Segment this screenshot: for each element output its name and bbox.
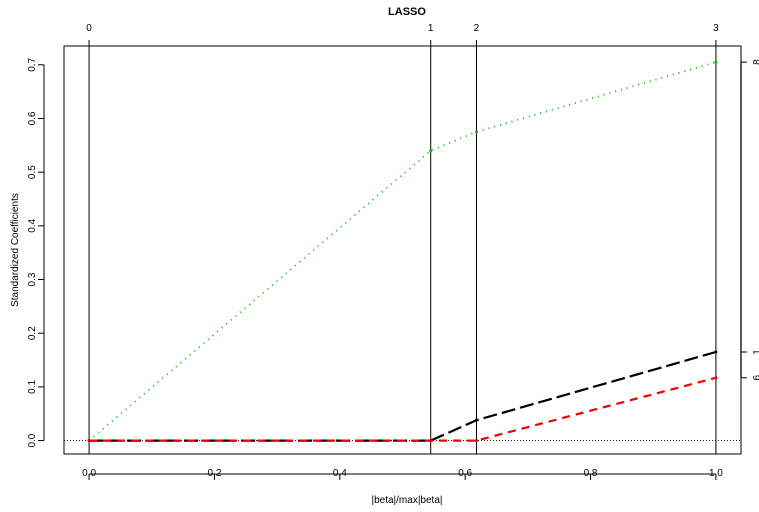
- chart-title: LASSO: [388, 6, 426, 18]
- series-point: [714, 60, 718, 64]
- series-point: [714, 350, 718, 354]
- series-point: [429, 149, 433, 153]
- x-tick-label: 0.6: [458, 468, 472, 479]
- y-tick-label: 0.6: [27, 111, 38, 125]
- series-group: [87, 60, 718, 443]
- right-tick-label: 6: [752, 375, 759, 381]
- series-point: [474, 418, 478, 422]
- y-axis-label: Standardized Coefficients: [10, 193, 21, 307]
- series-point: [474, 439, 478, 443]
- y-tick-label: 0.4: [27, 218, 38, 232]
- right-tick-label: 8: [752, 59, 759, 65]
- plot-frame: [63, 45, 742, 455]
- step-markers: 0 1 2 3: [86, 23, 719, 454]
- series-line: [89, 350, 717, 442]
- step-label: 2: [474, 23, 480, 34]
- right-tick-label: 1: [752, 349, 759, 355]
- series-line: [88, 61, 717, 442]
- x-axis-label: |beta|/max|beta|: [372, 495, 443, 506]
- step-label: 1: [428, 23, 434, 34]
- y-tick-label: 0.5: [27, 165, 38, 179]
- y-tick-label: 0.0: [27, 433, 38, 447]
- series-point: [474, 130, 478, 134]
- x-tick-label: 0.8: [584, 468, 598, 479]
- x-tick-label: 0.2: [207, 468, 221, 479]
- y-tick-label: 0.2: [27, 326, 38, 340]
- step-label: 3: [713, 23, 719, 34]
- step-label: 0: [86, 23, 92, 34]
- x-axis: 0.0 0.2 0.4 0.6 0.8 1.0: [82, 468, 723, 480]
- series-point: [714, 376, 718, 380]
- y-axis: 0.0 0.1 0.2 0.3 0.4 0.5 0.6 0.7: [27, 57, 45, 448]
- right-axis: 8 1 6: [740, 59, 759, 381]
- x-tick-label: 1.0: [709, 468, 723, 479]
- x-tick-label: 0.4: [333, 468, 347, 479]
- series-point: [87, 439, 91, 443]
- y-tick-label: 0.7: [27, 57, 38, 71]
- x-tick-label: 0.0: [82, 468, 96, 479]
- series-line: [89, 376, 717, 442]
- y-tick-label: 0.3: [27, 272, 38, 286]
- y-tick-label: 0.1: [27, 380, 38, 394]
